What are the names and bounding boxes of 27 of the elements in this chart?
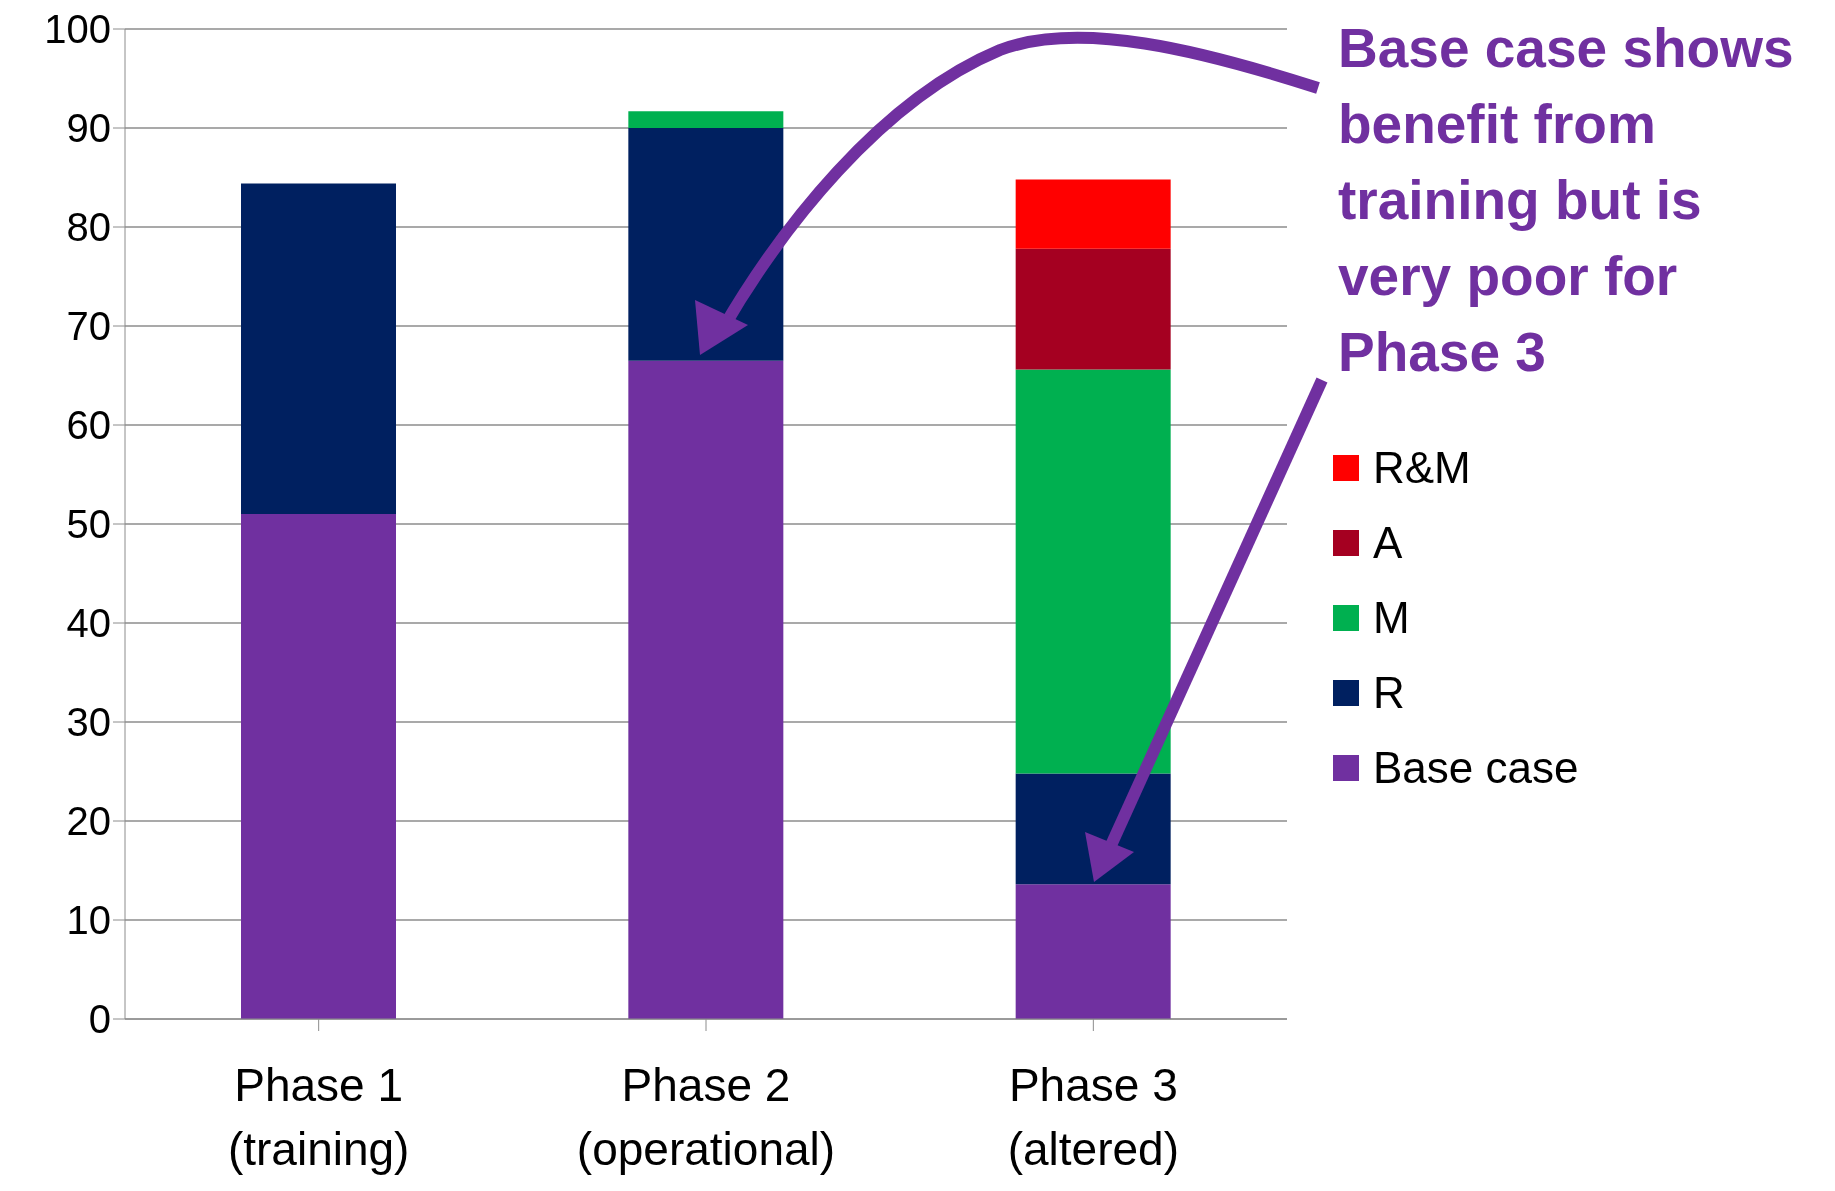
bar (1015, 248, 1171, 370)
y-tick-label: 100 (44, 7, 111, 52)
legend-label: M (1373, 592, 1410, 643)
y-tick-label: 50 (66, 502, 111, 547)
y-tick-label: 20 (66, 799, 111, 844)
legend-label: R&M (1373, 442, 1471, 493)
bar (1015, 179, 1171, 249)
y-tick-label: 60 (66, 403, 111, 448)
y-tick-label: 80 (66, 205, 111, 250)
y-tick-label: 70 (66, 304, 111, 349)
bar (241, 183, 396, 515)
legend-label: A (1373, 517, 1403, 568)
bar (628, 128, 784, 361)
bar (628, 111, 784, 128)
bar (241, 514, 396, 1019)
y-tick-label: 10 (66, 898, 111, 943)
x-tick-label: Phase 2 (operational) (576, 1059, 836, 1175)
bar (628, 360, 784, 1019)
y-tick-label: 90 (66, 106, 111, 151)
x-tick-label: Phase 1 (training) (227, 1059, 410, 1175)
y-tick-label: 40 (66, 601, 111, 646)
legend-label: Base case (1373, 742, 1579, 793)
text: Base case shows benefit from training but is very poor for Phase 3 (1338, 16, 1795, 385)
y-tick-label: 0 (88, 997, 111, 1042)
legend-label: R (1373, 667, 1405, 718)
x-tick-label: Phase 3 (altered) (1007, 1059, 1179, 1175)
y-tick-label: 30 (66, 700, 111, 745)
